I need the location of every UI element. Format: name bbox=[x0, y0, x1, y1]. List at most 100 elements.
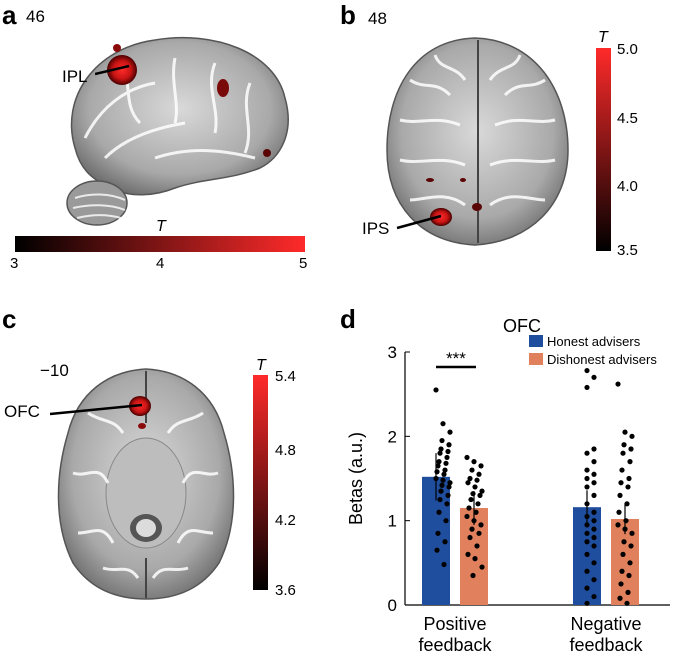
panel-letter-d: d bbox=[340, 304, 356, 334]
y-tick-label: 1 bbox=[388, 512, 397, 531]
colorbar-b-tick: 5.0 bbox=[617, 41, 638, 58]
data-point bbox=[615, 381, 621, 387]
region-label-ipl: IPL bbox=[62, 67, 88, 86]
data-point bbox=[584, 484, 590, 490]
data-point bbox=[584, 501, 590, 507]
colorbar-c bbox=[253, 375, 268, 590]
data-point bbox=[584, 367, 590, 374]
slice-number-c: −10 bbox=[40, 361, 69, 380]
data-point bbox=[444, 501, 450, 507]
x-category-label: Negative bbox=[570, 614, 641, 634]
data-point bbox=[591, 543, 597, 549]
data-point bbox=[472, 484, 478, 490]
data-point bbox=[616, 509, 622, 515]
legend-label: Honest advisers bbox=[547, 334, 641, 349]
data-point bbox=[441, 561, 447, 568]
x-category-label: feedback bbox=[569, 635, 643, 653]
colorbar-c-tick: 5.4 bbox=[275, 368, 296, 385]
colorbar-a bbox=[15, 236, 305, 252]
data-point bbox=[617, 492, 623, 498]
data-point bbox=[584, 450, 590, 456]
panel-letter-b: b bbox=[340, 0, 356, 30]
data-point bbox=[620, 450, 626, 456]
data-point bbox=[471, 518, 477, 524]
data-point bbox=[591, 492, 597, 498]
data-point bbox=[464, 513, 470, 520]
data-point bbox=[436, 509, 442, 515]
data-point bbox=[446, 484, 452, 490]
data-point bbox=[584, 530, 590, 536]
x-category-label: feedback bbox=[418, 635, 492, 653]
data-point bbox=[477, 492, 483, 498]
data-point bbox=[591, 446, 597, 452]
legend-swatch bbox=[529, 335, 543, 347]
data-point bbox=[628, 446, 634, 452]
data-point bbox=[440, 421, 446, 427]
data-point bbox=[467, 534, 473, 541]
legend-label: Dishonest advisers bbox=[547, 352, 657, 367]
data-point bbox=[591, 577, 597, 583]
panel-letter-a: a bbox=[2, 0, 17, 30]
data-point bbox=[619, 467, 625, 473]
data-point bbox=[434, 469, 440, 475]
slice-number-b: 48 bbox=[368, 9, 387, 28]
data-point bbox=[433, 387, 439, 393]
data-point bbox=[442, 539, 448, 545]
data-point bbox=[473, 509, 479, 515]
region-label-ips: IPS bbox=[362, 219, 390, 238]
data-point bbox=[469, 526, 475, 532]
data-point bbox=[628, 543, 634, 549]
data-point bbox=[469, 467, 475, 473]
data-point bbox=[439, 482, 445, 488]
sagittal-brain-image bbox=[66, 36, 289, 226]
data-point bbox=[621, 539, 627, 545]
data-point bbox=[466, 505, 472, 511]
data-point bbox=[629, 433, 635, 439]
data-point bbox=[629, 530, 635, 536]
data-point bbox=[470, 491, 476, 497]
ips-pointer-line bbox=[396, 214, 442, 230]
data-point bbox=[617, 595, 623, 601]
data-point bbox=[584, 585, 590, 591]
panel-letter-c: c bbox=[2, 304, 17, 334]
data-point bbox=[440, 477, 446, 483]
x-category-label: Positive bbox=[423, 614, 486, 634]
data-point bbox=[447, 480, 453, 486]
data-point bbox=[626, 475, 632, 482]
colorbar-b-tick: 4.5 bbox=[617, 110, 638, 127]
data-point bbox=[471, 459, 477, 465]
data-point bbox=[591, 534, 597, 541]
data-point bbox=[442, 467, 448, 473]
data-point bbox=[591, 459, 597, 465]
data-point bbox=[584, 384, 590, 391]
data-point bbox=[474, 543, 480, 549]
data-point bbox=[467, 475, 473, 482]
data-point bbox=[627, 459, 633, 465]
bar-chart-ofc: 0 1 2 3 Betas (a.u.) OFC Honest advisers Dishon… bbox=[346, 316, 670, 653]
colorbar-a-tick: 4 bbox=[156, 255, 165, 272]
ofc-pointer-line bbox=[50, 403, 143, 416]
data-point bbox=[621, 442, 627, 448]
data-point bbox=[479, 488, 485, 494]
data-point bbox=[618, 581, 624, 587]
colorbar-c-tick: 4.2 bbox=[275, 512, 296, 529]
colorbar-b bbox=[596, 48, 611, 251]
data-point bbox=[474, 477, 480, 483]
data-point bbox=[436, 459, 442, 465]
data-point bbox=[624, 600, 630, 606]
data-point bbox=[619, 568, 625, 574]
colorbar-a-tick: 3 bbox=[10, 255, 19, 272]
colorbar-c-tick: 4.8 bbox=[275, 442, 296, 459]
data-point bbox=[626, 572, 632, 579]
data-point bbox=[435, 463, 441, 469]
data-point bbox=[627, 560, 633, 566]
data-point bbox=[625, 589, 631, 595]
y-tick-label: 3 bbox=[388, 343, 397, 362]
data-point bbox=[438, 446, 444, 452]
slice-number-a: 46 bbox=[26, 7, 45, 26]
data-point bbox=[443, 460, 449, 466]
data-point bbox=[584, 513, 590, 520]
data-point bbox=[591, 480, 597, 486]
y-tick-label: 2 bbox=[388, 427, 397, 446]
data-point bbox=[584, 551, 590, 557]
